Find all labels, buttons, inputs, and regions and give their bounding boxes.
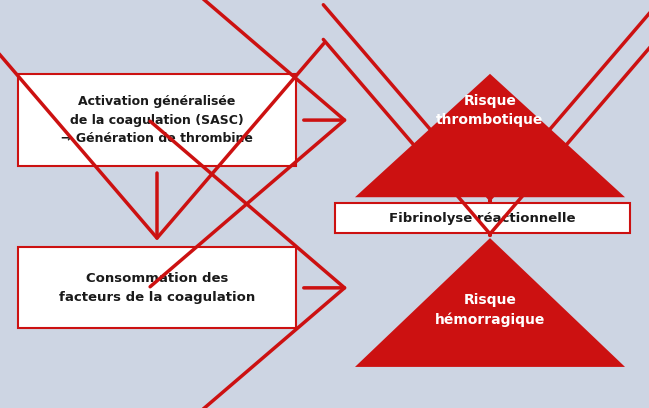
Text: Risque
thrombotique: Risque thrombotique bbox=[436, 94, 544, 127]
FancyBboxPatch shape bbox=[335, 204, 630, 233]
FancyBboxPatch shape bbox=[18, 74, 296, 166]
Text: Risque
hémorragique: Risque hémorragique bbox=[435, 293, 545, 327]
FancyBboxPatch shape bbox=[18, 247, 296, 328]
Polygon shape bbox=[355, 74, 625, 197]
Text: Activation généralisée
de la coagulation (SASC)
→ Génération de thrombine: Activation généralisée de la coagulation… bbox=[61, 95, 253, 145]
Text: Consommation des
facteurs de la coagulation: Consommation des facteurs de la coagulat… bbox=[59, 272, 255, 304]
Polygon shape bbox=[355, 238, 625, 367]
Text: Fibrinolyse réactionnelle: Fibrinolyse réactionnelle bbox=[389, 212, 576, 225]
